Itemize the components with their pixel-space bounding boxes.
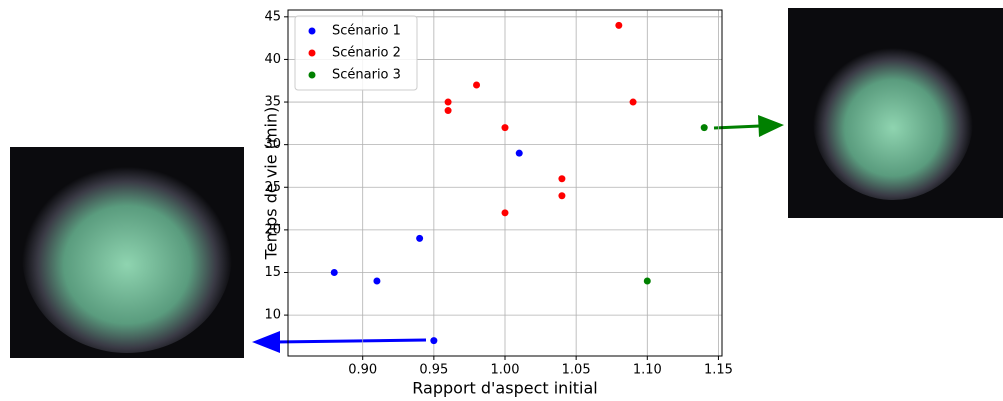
y-tick-label: 45 xyxy=(264,9,281,24)
point xyxy=(416,234,424,242)
legend-label: Scénario 3 xyxy=(332,68,401,83)
point xyxy=(558,175,566,183)
y-tick-label: 10 xyxy=(264,308,281,323)
legend-box xyxy=(294,15,418,91)
x-axis-label: Rapport d'aspect initial xyxy=(412,379,597,398)
y-axis-label: Temps de vie (min) xyxy=(262,107,281,261)
green-arrow xyxy=(713,115,784,137)
point xyxy=(501,209,509,217)
x-tick-label: 1.15 xyxy=(704,363,733,378)
left-photo xyxy=(10,147,244,358)
point xyxy=(629,98,637,106)
point xyxy=(515,149,523,157)
point xyxy=(501,124,509,132)
legend-marker xyxy=(308,49,316,57)
point xyxy=(473,81,481,89)
y-tick-label: 20 xyxy=(264,222,281,237)
legend-label: Scénario 2 xyxy=(332,46,401,61)
y-tick-label: 30 xyxy=(264,137,281,152)
legend-marker xyxy=(308,71,316,79)
point xyxy=(558,192,566,200)
point xyxy=(373,277,381,285)
legend-marker xyxy=(308,27,316,35)
y-tick-label: 35 xyxy=(264,95,281,110)
x-tick-label: 0.95 xyxy=(419,363,448,378)
blue-arrow xyxy=(252,331,427,353)
point xyxy=(615,21,623,29)
x-tick-label: 1.00 xyxy=(491,363,520,378)
x-tick-label: 0.90 xyxy=(348,363,377,378)
point xyxy=(330,268,338,276)
right-photo xyxy=(788,8,1003,218)
x-tick-label: 1.05 xyxy=(562,363,591,378)
plot-frame xyxy=(287,9,723,357)
point xyxy=(700,124,708,132)
legend-label: Scénario 1 xyxy=(332,24,401,39)
point xyxy=(643,277,651,285)
point xyxy=(444,107,452,115)
y-tick-label: 40 xyxy=(264,52,281,67)
point xyxy=(430,337,438,345)
point xyxy=(444,98,452,106)
y-tick-label: 25 xyxy=(264,180,281,195)
x-tick-label: 1.10 xyxy=(633,363,662,378)
y-tick-label: 15 xyxy=(264,265,281,280)
